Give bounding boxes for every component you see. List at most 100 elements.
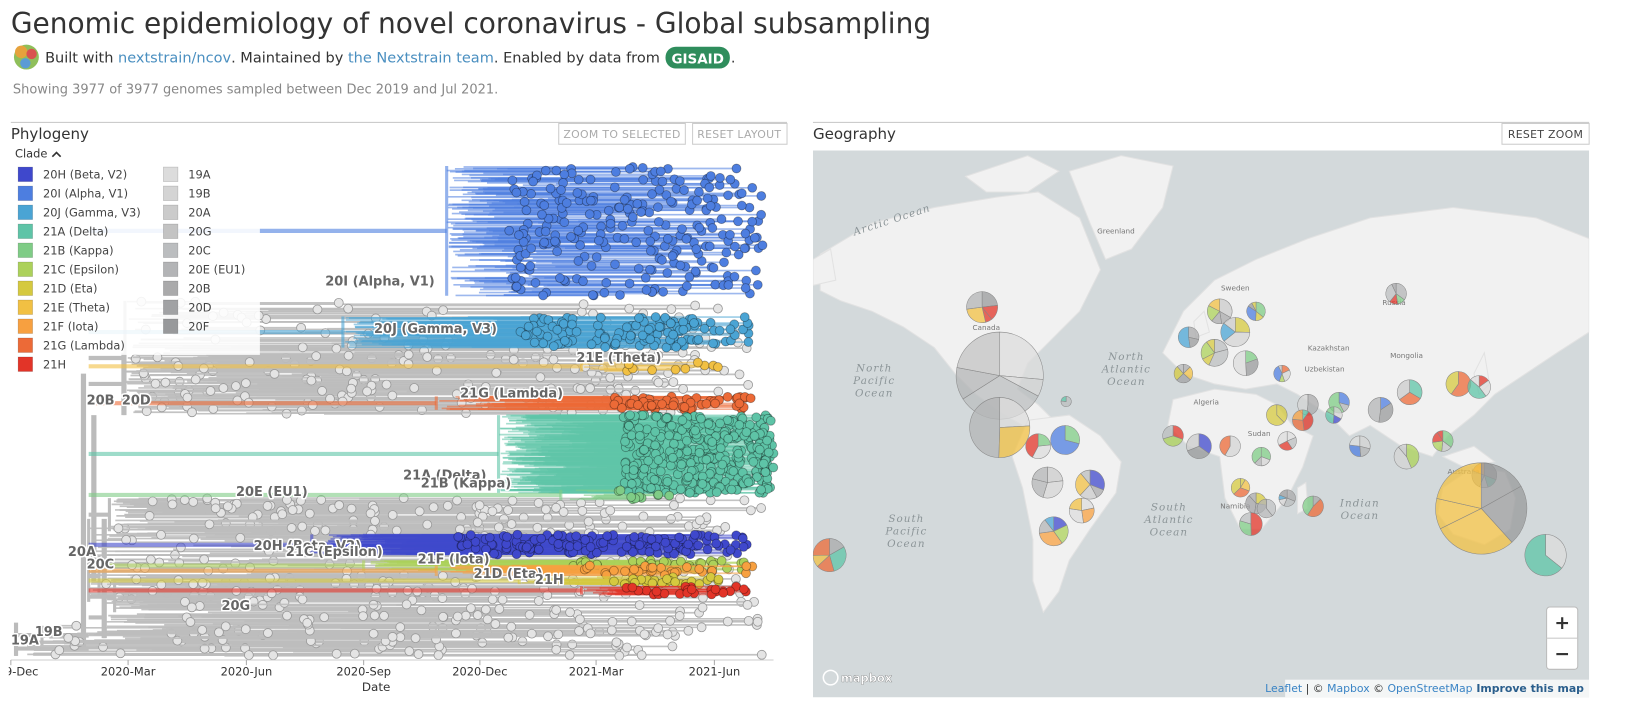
tip[interactable] xyxy=(681,435,692,446)
tip[interactable] xyxy=(508,354,519,365)
pie-slice[interactable] xyxy=(1230,478,1241,495)
tip[interactable] xyxy=(669,438,679,449)
tip[interactable] xyxy=(745,393,756,404)
tip[interactable] xyxy=(723,280,734,290)
tip[interactable] xyxy=(716,214,727,225)
tip[interactable] xyxy=(717,459,728,470)
link[interactable]: Leaflet xyxy=(1265,682,1302,695)
tip[interactable] xyxy=(624,278,635,289)
tip[interactable] xyxy=(624,420,634,431)
tip[interactable] xyxy=(655,466,666,477)
pie-slice[interactable] xyxy=(1239,512,1252,525)
pie-slice[interactable] xyxy=(1439,508,1513,555)
tip[interactable] xyxy=(504,225,515,236)
tip[interactable] xyxy=(645,236,656,247)
tip[interactable] xyxy=(487,594,498,605)
tip[interactable] xyxy=(634,313,644,323)
tip[interactable] xyxy=(343,350,354,361)
legend-label[interactable]: 21A (Delta) xyxy=(43,224,108,238)
tip[interactable] xyxy=(629,564,639,575)
pie-slice[interactable] xyxy=(1089,469,1105,491)
pie-slice[interactable] xyxy=(1326,406,1335,416)
pie-slice[interactable] xyxy=(1224,435,1241,457)
legend-label[interactable]: 21D (Eta) xyxy=(43,281,98,295)
tip[interactable] xyxy=(536,533,547,544)
tip[interactable] xyxy=(634,431,645,441)
tip[interactable] xyxy=(644,547,655,557)
tip[interactable] xyxy=(605,218,616,229)
tip[interactable] xyxy=(190,374,201,385)
tip[interactable] xyxy=(521,542,532,553)
tip[interactable] xyxy=(653,202,663,213)
pie-slice[interactable] xyxy=(1256,498,1273,519)
tip[interactable] xyxy=(595,312,606,323)
tip[interactable] xyxy=(333,297,344,308)
pie-slice[interactable] xyxy=(1480,485,1528,543)
pie-slice[interactable] xyxy=(1219,435,1231,456)
pie-slice[interactable] xyxy=(1445,371,1459,395)
tip[interactable] xyxy=(747,182,758,193)
tip[interactable] xyxy=(670,577,681,587)
tip[interactable] xyxy=(287,505,298,515)
tip[interactable] xyxy=(433,650,444,660)
gisaid-badge[interactable] xyxy=(665,46,730,69)
tip[interactable] xyxy=(518,237,529,247)
tip[interactable] xyxy=(197,625,208,635)
tip[interactable] xyxy=(711,538,722,549)
tip[interactable] xyxy=(756,191,767,201)
tip[interactable] xyxy=(637,163,648,173)
tip[interactable] xyxy=(628,465,639,476)
tip[interactable] xyxy=(662,574,672,584)
tip[interactable] xyxy=(358,611,368,622)
tip[interactable] xyxy=(591,252,602,263)
tip[interactable] xyxy=(640,272,651,283)
legend-swatch[interactable] xyxy=(17,166,33,182)
pie-slice[interactable] xyxy=(1436,462,1482,509)
tip[interactable] xyxy=(657,399,667,410)
tip[interactable] xyxy=(722,616,733,627)
tip[interactable] xyxy=(205,386,216,396)
tip[interactable] xyxy=(695,515,705,526)
tip[interactable] xyxy=(487,506,498,517)
tip[interactable] xyxy=(481,544,491,555)
tip[interactable] xyxy=(657,255,667,265)
tip[interactable] xyxy=(571,326,582,337)
tip[interactable] xyxy=(510,272,521,283)
tip[interactable] xyxy=(572,541,583,551)
tip[interactable] xyxy=(410,633,421,644)
gisaid-text[interactable]: GISAID xyxy=(671,51,723,67)
tip[interactable] xyxy=(115,648,126,659)
pie-slice[interactable] xyxy=(1206,339,1215,354)
tip[interactable] xyxy=(743,337,754,347)
tip[interactable] xyxy=(675,260,686,271)
tip[interactable] xyxy=(558,507,569,517)
legend-label[interactable]: 20J (Gamma, V3) xyxy=(43,205,141,219)
tip[interactable] xyxy=(306,375,317,386)
tip[interactable] xyxy=(713,386,724,397)
tip[interactable] xyxy=(507,175,518,186)
tip[interactable] xyxy=(167,499,178,510)
tip[interactable] xyxy=(643,324,654,335)
legend-swatch[interactable] xyxy=(163,318,179,334)
tip[interactable] xyxy=(517,636,528,647)
tip[interactable] xyxy=(381,379,392,390)
tip[interactable] xyxy=(609,576,619,587)
tip[interactable] xyxy=(637,351,648,362)
tip[interactable] xyxy=(645,264,655,275)
tip[interactable] xyxy=(768,462,779,473)
tip[interactable] xyxy=(422,352,433,362)
tip[interactable] xyxy=(699,323,710,334)
tip[interactable] xyxy=(653,377,664,388)
tip[interactable] xyxy=(610,338,621,349)
legend-swatch[interactable] xyxy=(163,223,179,239)
tip[interactable] xyxy=(733,216,743,227)
tip[interactable] xyxy=(603,205,614,216)
tip[interactable] xyxy=(723,190,733,201)
pie-slice[interactable] xyxy=(1162,435,1184,447)
tip[interactable] xyxy=(579,251,590,262)
link[interactable]: OpenStreetMap xyxy=(1387,682,1472,695)
tip[interactable] xyxy=(609,565,619,576)
tip[interactable] xyxy=(460,610,471,621)
tip[interactable] xyxy=(646,534,657,545)
tip[interactable] xyxy=(532,522,543,533)
